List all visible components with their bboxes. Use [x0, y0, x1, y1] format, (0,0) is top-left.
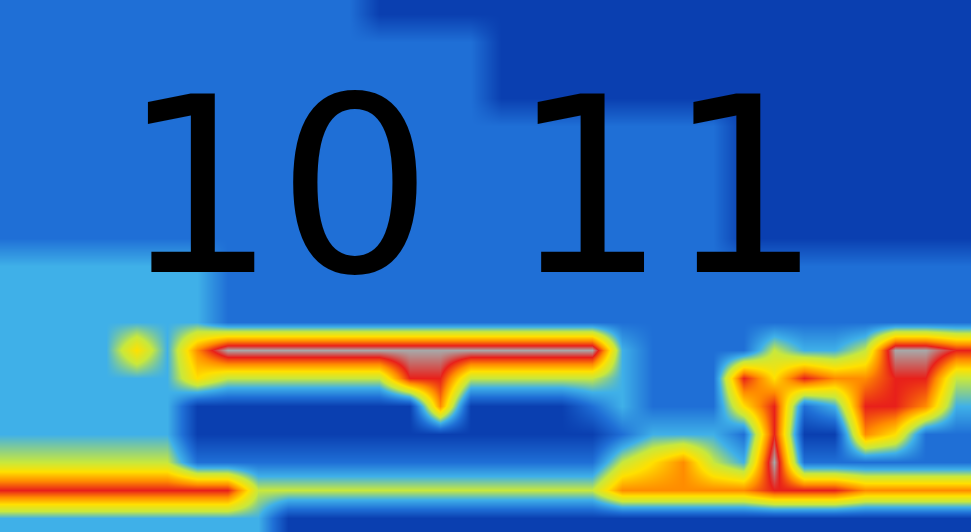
svg-text:10 11: 10 11 — [121, 45, 822, 330]
